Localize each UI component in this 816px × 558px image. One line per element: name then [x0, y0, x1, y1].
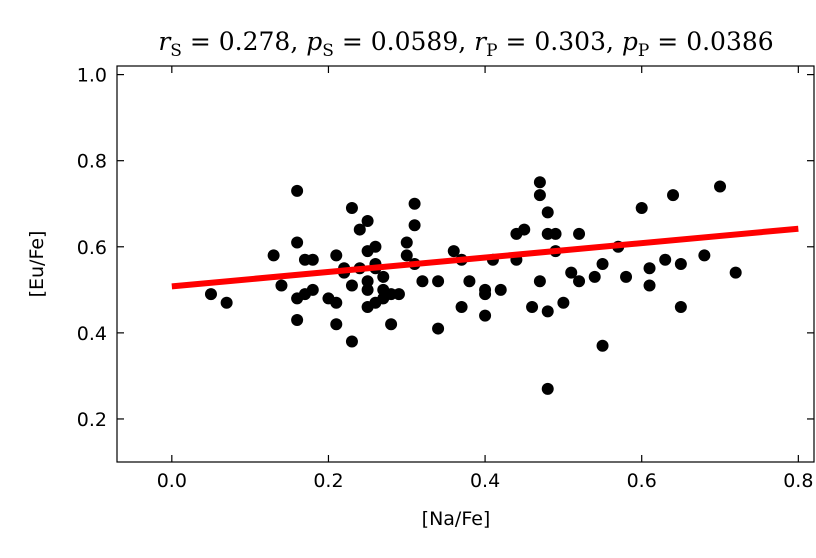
title-rp-value: 0.303 — [534, 27, 606, 56]
title-rs-value: 0.278 — [219, 27, 291, 56]
title-ps-sub: S — [322, 41, 334, 61]
scatter-point — [596, 339, 609, 352]
scatter-point — [408, 197, 421, 210]
scatter-point — [643, 262, 656, 275]
fit-line-group — [171, 225, 799, 290]
scatter-point — [432, 275, 445, 288]
scatter-point — [714, 180, 727, 193]
scatter-point — [204, 288, 217, 301]
title-rs-sub: S — [170, 41, 182, 61]
scatter-point — [361, 275, 374, 288]
scatter-point — [447, 245, 460, 258]
title-pp-value: 0.0386 — [686, 27, 773, 56]
scatter-point — [674, 301, 687, 314]
plot-frame — [116, 65, 815, 463]
scatter-point — [541, 305, 554, 318]
scatter-point — [541, 382, 554, 395]
scatter-point — [306, 283, 319, 296]
scatter-point — [306, 253, 319, 266]
scatter-point — [565, 266, 578, 279]
scatter-point — [643, 279, 656, 292]
x-tick-label: 0.8 — [783, 470, 813, 492]
scatter-point — [533, 275, 546, 288]
scatter-point — [479, 309, 492, 322]
x-tick-label: 0.4 — [470, 470, 500, 492]
scatter-point — [635, 202, 648, 215]
scatter-point — [573, 275, 586, 288]
scatter-point — [533, 189, 546, 202]
scatter-point — [541, 206, 554, 219]
title-ps-value: 0.0589 — [371, 27, 458, 56]
scatter-point — [330, 318, 343, 331]
scatter-point — [659, 253, 672, 266]
title-rp-symbol: r — [474, 27, 488, 56]
scatter-point — [549, 227, 562, 240]
scatter-point — [291, 313, 304, 326]
scatter-point — [330, 296, 343, 309]
scatter-point — [345, 335, 358, 348]
title-ps-symbol: p — [306, 27, 322, 56]
y-tick-label: 1.0 — [77, 65, 107, 87]
data-points — [204, 176, 742, 395]
y-tick-label: 0.2 — [77, 409, 107, 431]
scatter-point — [392, 288, 405, 301]
x-axis-label: [Na/Fe] — [422, 508, 491, 530]
y-tick-label: 0.8 — [77, 151, 107, 173]
scatter-point — [220, 296, 233, 309]
scatter-point — [369, 240, 382, 253]
scatter-point — [275, 279, 288, 292]
scatter-point — [698, 249, 711, 262]
scatter-point — [361, 283, 374, 296]
scatter-point — [557, 296, 570, 309]
scatter-point — [667, 189, 680, 202]
scatter-point — [533, 176, 546, 189]
scatter-point — [330, 249, 343, 262]
scatter-point — [385, 318, 398, 331]
y-tick-label: 0.6 — [77, 237, 107, 259]
scatter-point — [674, 258, 687, 270]
chart-title: rS = 0.278, pS = 0.0589, rP = 0.303, pP … — [158, 27, 773, 61]
scatter-point — [353, 223, 366, 236]
scatter-point — [416, 275, 429, 288]
x-tick-label: 0.2 — [313, 470, 343, 492]
y-tick-label: 0.4 — [77, 323, 107, 345]
title-pp-symbol: p — [622, 27, 638, 56]
scatter-point — [267, 249, 280, 262]
axis-ticks: 0.0 0.2 0.4 0.6 0.8 0.2 0.4 0.6 0.8 1.0 — [77, 65, 814, 492]
scatter-point — [345, 279, 358, 292]
x-tick-label: 0.0 — [157, 470, 187, 492]
scatter-point — [620, 270, 633, 283]
scatter-point — [345, 202, 358, 215]
y-axis-label: [Eu/Fe] — [26, 231, 48, 298]
scatter-point — [526, 301, 539, 314]
fit-line — [171, 225, 799, 290]
scatter-point — [400, 236, 413, 249]
x-tick-label: 0.6 — [627, 470, 657, 492]
scatter-point — [588, 270, 601, 283]
title-rs-symbol: r — [158, 27, 172, 56]
scatter-point — [596, 258, 609, 270]
scatter-point — [494, 283, 507, 296]
scatter-point — [377, 270, 390, 283]
title-rp-sub: P — [486, 41, 497, 61]
title-pp-sub: P — [638, 41, 649, 61]
scatter-point — [479, 288, 492, 301]
scatter-point — [518, 223, 531, 236]
scatter-point — [400, 249, 413, 262]
scatter-point — [463, 275, 476, 288]
scatter-point — [408, 219, 421, 232]
scatter-point — [432, 322, 445, 335]
scatter-point — [573, 227, 586, 240]
scatter-point — [291, 236, 304, 249]
scatter-point — [455, 301, 468, 314]
scatter-point — [361, 214, 374, 227]
scatter-point — [291, 184, 304, 197]
scatter-point — [729, 266, 742, 279]
